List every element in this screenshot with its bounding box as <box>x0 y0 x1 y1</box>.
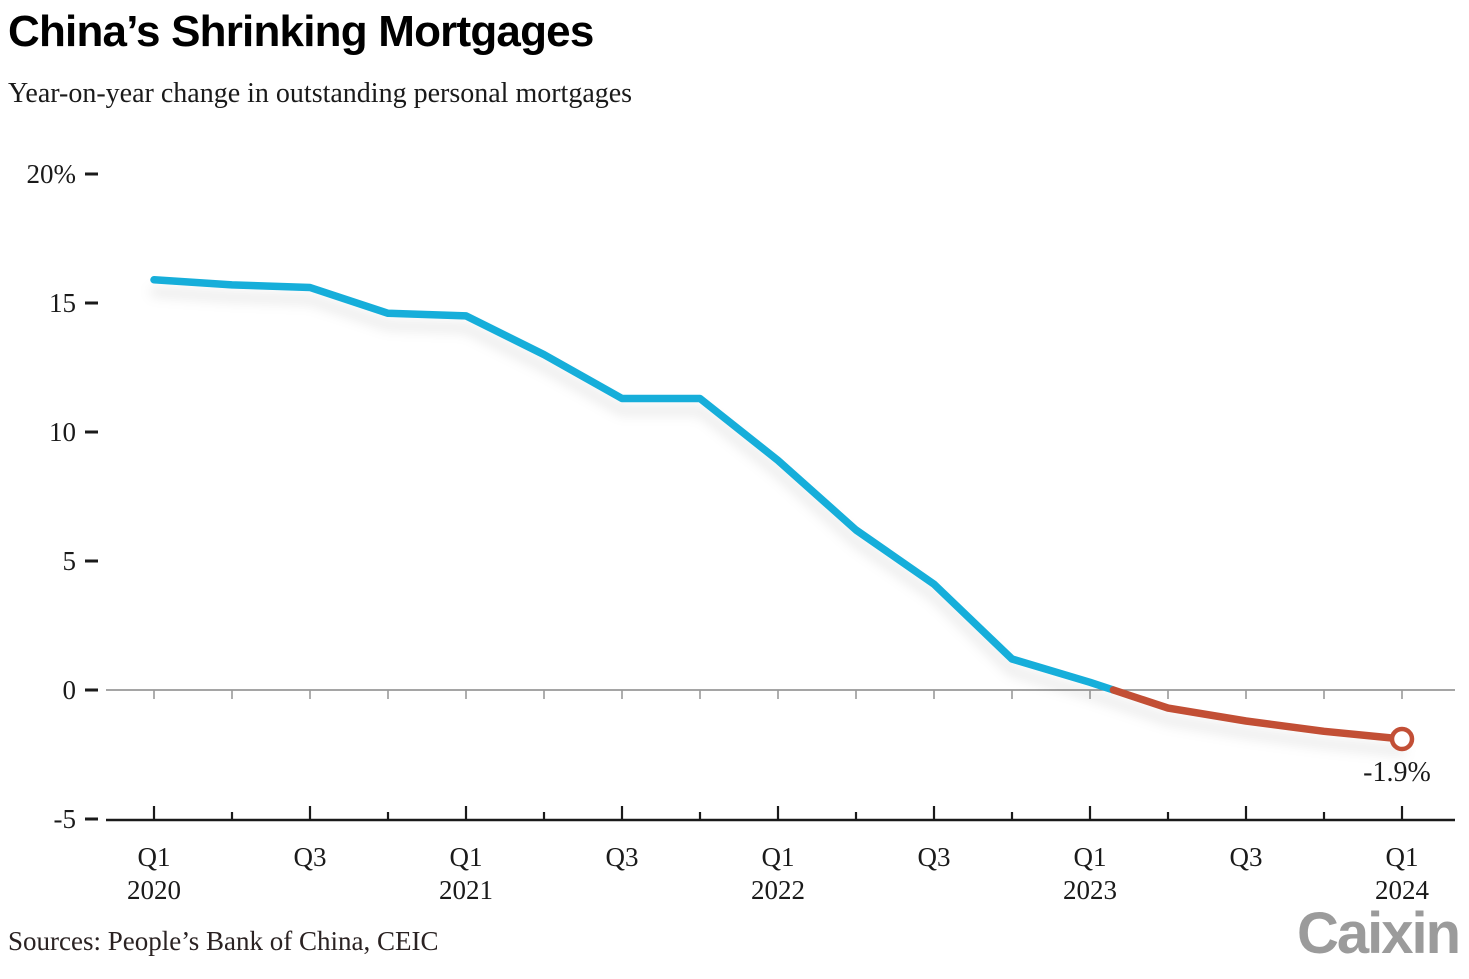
end-value-label: -1.9% <box>1363 757 1431 788</box>
x-axis-quarter-label: Q3 <box>606 842 639 872</box>
x-axis-quarter-label: Q1 <box>138 842 171 872</box>
x-axis-quarter-label: Q3 <box>918 842 951 872</box>
end-marker <box>1389 726 1415 752</box>
x-axis-quarter-label: Q1 <box>762 842 795 872</box>
y-axis-tick-label: 5 <box>63 546 77 576</box>
y-axis-tick-label: 10 <box>49 417 76 447</box>
chart-title: China’s Shrinking Mortgages <box>8 7 594 56</box>
y-axis-tick-label: 15 <box>49 288 76 318</box>
x-axis-quarter-label: Q3 <box>294 842 327 872</box>
x-axis-year-label: 2024 <box>1375 875 1430 905</box>
caixin-logo: Caixin <box>1296 901 1461 966</box>
x-axis-year-label: 2021 <box>439 875 493 905</box>
chart-subtitle: Year-on-year change in outstanding perso… <box>8 78 633 109</box>
sources-note: Sources: People’s Bank of China, CEIC <box>8 926 439 956</box>
series-line-negative <box>1109 686 1406 743</box>
x-axis-quarter-label: Q3 <box>1230 842 1263 872</box>
x-axis-year-label: 2023 <box>1063 875 1117 905</box>
x-axis-quarter-label: Q1 <box>1386 842 1419 872</box>
x-axis-year-label: 2020 <box>127 875 181 905</box>
series-line-group <box>150 276 1406 743</box>
x-axis-quarter-label: Q1 <box>450 842 483 872</box>
series-line-positive <box>150 276 1118 694</box>
y-axis-tick-label: 20% <box>27 159 77 189</box>
y-axis-tick-label: -5 <box>54 804 77 834</box>
x-axis-quarter-label: Q1 <box>1074 842 1107 872</box>
x-axis-year-label: 2022 <box>751 875 805 905</box>
y-axis-tick-label: 0 <box>63 675 77 705</box>
